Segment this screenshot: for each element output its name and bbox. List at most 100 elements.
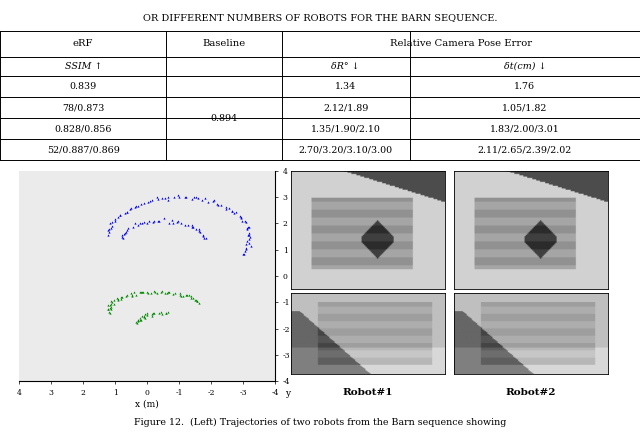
Point <box>139 312 149 319</box>
Point <box>138 199 148 206</box>
Point <box>198 234 209 241</box>
Point <box>187 195 197 202</box>
Point <box>103 226 113 233</box>
Point <box>236 214 246 221</box>
Point <box>136 289 146 296</box>
Text: 2.70/3.20/3.10/3.00: 2.70/3.20/3.10/3.00 <box>298 145 393 154</box>
Point <box>102 305 113 312</box>
Point <box>191 194 201 201</box>
Point <box>147 196 157 203</box>
Point <box>180 193 190 200</box>
Point <box>191 297 201 304</box>
Point <box>132 222 143 229</box>
Point <box>137 288 147 295</box>
Point <box>149 310 159 317</box>
Point <box>168 194 179 201</box>
Point <box>105 309 115 316</box>
Point <box>103 231 113 238</box>
Point <box>106 303 116 310</box>
Point <box>176 219 186 226</box>
Text: Baseline: Baseline <box>202 39 246 48</box>
Point <box>103 301 113 308</box>
Point <box>115 212 125 219</box>
Point <box>129 289 139 296</box>
Text: 0.828/0.856: 0.828/0.856 <box>54 124 112 133</box>
Point <box>168 219 178 226</box>
Point <box>141 219 152 226</box>
Point <box>122 226 132 233</box>
Point <box>163 194 173 201</box>
Point <box>167 217 177 224</box>
Point <box>227 207 237 214</box>
Point <box>242 237 252 244</box>
Point <box>152 195 163 202</box>
Point <box>228 210 239 217</box>
Point <box>241 240 252 247</box>
Point <box>164 289 174 296</box>
Point <box>186 293 196 300</box>
Text: OR DIFFERENT NUMBERS OF ROBOTS FOR THE BARN SEQUENCE.: OR DIFFERENT NUMBERS OF ROBOTS FOR THE B… <box>143 14 497 22</box>
Point <box>159 215 169 222</box>
Point <box>241 219 251 226</box>
Point <box>186 294 196 301</box>
Point <box>190 296 200 303</box>
Point <box>141 310 152 317</box>
Text: 78/0.873: 78/0.873 <box>62 103 104 112</box>
Point <box>157 311 168 318</box>
Point <box>242 225 252 232</box>
Point <box>132 320 142 327</box>
Point <box>134 289 145 296</box>
Point <box>200 195 210 202</box>
Text: 2.11/2.65/2.39/2.02: 2.11/2.65/2.39/2.02 <box>477 145 572 154</box>
Point <box>121 293 131 300</box>
Text: y: y <box>285 389 291 399</box>
Point <box>127 224 138 231</box>
Point <box>182 292 192 299</box>
Text: 1.83/2.00/3.01: 1.83/2.00/3.01 <box>490 124 559 133</box>
Point <box>188 224 198 231</box>
Point <box>237 218 247 225</box>
Point <box>242 226 252 233</box>
Text: δR° ↓: δR° ↓ <box>332 62 360 71</box>
Point <box>115 212 125 219</box>
Point <box>161 309 171 316</box>
Point <box>181 194 191 201</box>
Point <box>105 302 115 309</box>
Point <box>193 194 203 201</box>
Point <box>120 210 130 217</box>
Point <box>118 235 129 242</box>
Point <box>130 219 140 226</box>
Point <box>139 219 149 226</box>
Point <box>243 232 253 239</box>
Point <box>178 292 188 299</box>
Point <box>156 309 166 316</box>
Point <box>108 219 118 226</box>
Point <box>221 205 231 212</box>
Point <box>241 244 251 251</box>
Point <box>140 314 150 321</box>
Point <box>136 219 147 226</box>
Point <box>136 312 147 319</box>
Point <box>119 231 129 238</box>
Point <box>173 218 184 225</box>
Text: δt(cm) ↓: δt(cm) ↓ <box>504 62 546 71</box>
Point <box>106 297 116 304</box>
Point <box>146 289 156 296</box>
Point <box>106 305 116 312</box>
Point <box>159 194 170 201</box>
Point <box>149 287 159 294</box>
Text: Figure 12.  (Left) Trajectories of two robots from the Barn sequence showing: Figure 12. (Left) Trajectories of two ro… <box>134 418 506 427</box>
Point <box>195 229 205 236</box>
Point <box>134 315 145 322</box>
Point <box>123 225 133 232</box>
Point <box>193 297 203 304</box>
Point <box>133 316 143 323</box>
Point <box>246 242 256 249</box>
Point <box>241 245 251 252</box>
Point <box>154 218 164 225</box>
Point <box>132 202 143 209</box>
Point <box>244 235 254 242</box>
Point <box>186 221 196 228</box>
Text: 1.35/1.90/2.10: 1.35/1.90/2.10 <box>310 124 381 133</box>
Point <box>207 197 218 204</box>
